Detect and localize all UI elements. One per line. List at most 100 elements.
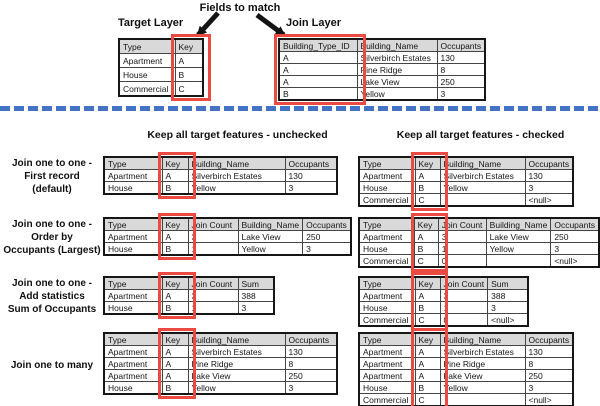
column-header-cell: Type: [103, 156, 163, 170]
table-row: House B 1 Yellow 3: [103, 242, 352, 256]
table-cell: Yellow: [187, 381, 286, 395]
table-cell: Yellow: [187, 181, 286, 195]
table-cell: Lake View: [485, 230, 552, 243]
table-cell: C: [413, 254, 439, 268]
column-header-cell: Occupants: [302, 217, 352, 231]
table-row: Commercial C <null>: [358, 393, 574, 406]
table-cell: Pine Ridge: [356, 63, 438, 76]
table-row: House B Yellow 3: [358, 381, 574, 394]
result-table-wrap: Type Key Join Count Sum Apartment A 3 388 House B…: [103, 272, 275, 319]
column-header-cell: Key: [161, 332, 189, 346]
table-cell: C: [174, 81, 204, 97]
column-header-cell: Type: [358, 332, 416, 346]
table-header-row: Type Key Building_Name Occupants: [358, 332, 574, 346]
table-cell: A: [161, 289, 189, 302]
result-table-first-record-unchecked: Type Key Building_Name Occupants Apartment A S…: [103, 156, 338, 195]
label-line: Sum of Occupants: [7, 304, 97, 315]
table-row: Apartment A Pine Ridge 8: [358, 357, 574, 370]
target-layer-table-wrap: Type Key Apartment A House B Commercial C: [118, 34, 211, 101]
table-cell: 130: [524, 169, 574, 182]
column-header-cell: Occupants: [550, 217, 600, 231]
table-cell: House: [103, 242, 163, 256]
join-type-label-order-by: Join one to one - Order by Occupants (La…: [0, 218, 104, 257]
result-table-wrap: Type Key Join Count Building_Name Occupants A…: [358, 213, 600, 272]
table-row: House B Yellow 3: [103, 381, 338, 395]
table-row: House B: [118, 67, 204, 82]
label-line: (default): [32, 184, 72, 195]
column-header-cell: Join Count: [187, 217, 239, 231]
label-line: Join one to one -: [12, 278, 92, 289]
table-cell: Silverbirch Estates: [356, 51, 438, 64]
column-header-cell: Key: [414, 156, 441, 170]
table-row: House B 1 Yellow 3: [358, 242, 600, 255]
table-row: Apartment A Lake View 250: [103, 369, 338, 382]
table-cell: A: [161, 169, 189, 182]
column-header-cell: Type: [103, 276, 163, 290]
join-type-label-one-to-many: Join one to many: [0, 359, 104, 372]
table-cell: B: [161, 301, 189, 315]
table-cell: House: [358, 181, 416, 194]
table-cell: Apartment: [103, 289, 163, 302]
dashed-separator: [0, 106, 600, 111]
table-cell: Apartment: [358, 369, 416, 382]
join-type-label-first-record: Join one to one - First record (default): [0, 157, 104, 196]
table-cell: B: [161, 381, 189, 395]
column-header-cell: Type: [358, 156, 416, 170]
column-header-cell: Join Count: [187, 276, 239, 290]
column-header-cell: Type: [358, 276, 416, 290]
table-cell: 1: [187, 242, 239, 256]
table-row: A Pine Ridge 8: [278, 63, 486, 76]
table-cell: Commercial: [358, 254, 415, 268]
table-cell: 3: [302, 242, 352, 256]
table-row: B Yellow 3: [278, 87, 486, 101]
match-arrow-right-icon: [255, 12, 286, 38]
column-header-cell: Building_Type_ID: [278, 38, 358, 52]
table-cell: House: [358, 242, 415, 255]
column-header-cell: Type: [358, 217, 415, 231]
target-layer-table: Type Key Apartment A House B Commercial C: [118, 38, 204, 97]
table-row: Commercial C 0 <null>: [358, 313, 529, 327]
result-table-wrap: Type Key Building_Name Occupants Apartment A S…: [103, 152, 338, 199]
table-cell: Lake View: [187, 369, 286, 382]
column-header-cell: Key: [161, 156, 189, 170]
table-cell: 3: [284, 381, 338, 395]
table-cell: 8: [524, 357, 574, 370]
label-line: Join one to one -: [12, 219, 92, 230]
table-row: Apartment A: [118, 53, 204, 68]
table-header-row: Type Key Building_Name Occupants: [103, 332, 338, 346]
table-cell: Apartment: [103, 369, 163, 382]
table-cell: A: [414, 357, 441, 370]
table-cell: 1: [187, 301, 239, 315]
table-cell: Yellow: [439, 381, 526, 394]
table-cell: Commercial: [118, 81, 176, 97]
table-cell: A: [414, 169, 441, 182]
table-cell: [439, 393, 526, 406]
fields-to-match-label: Fields to match: [199, 2, 281, 14]
column-header-cell: Key: [414, 276, 441, 290]
table-cell: 3: [237, 301, 275, 315]
table-cell: Pine Ridge: [187, 357, 286, 370]
table-row: Apartment A Silverbirch Estates 130: [103, 345, 338, 358]
table-cell: Silverbirch Estates: [439, 345, 526, 358]
table-cell: A: [161, 357, 189, 370]
result-table-wrap: Type Key Building_Name Occupants Apartment A S…: [358, 152, 575, 211]
column-header-cell: Key: [161, 276, 189, 290]
label-line: Join one to one -: [12, 158, 92, 169]
table-cell: Apartment: [358, 289, 416, 302]
table-row: House B Yellow 3: [358, 181, 574, 194]
table-cell: A: [414, 369, 441, 382]
table-cell: 0: [439, 313, 489, 327]
table-row: House B 1 3: [358, 301, 529, 314]
column-header-cell: Key: [174, 38, 204, 54]
table-row: Apartment A Silverbirch Estates 130: [103, 169, 338, 182]
table-cell: 3: [187, 230, 239, 243]
result-table-order-by-checked: Type Key Join Count Building_Name Occupants A…: [358, 217, 600, 268]
table-cell: 0: [437, 254, 487, 268]
table-cell: Lake View: [237, 230, 304, 243]
result-table-one-to-many-unchecked: Type Key Building_Name Occupants Apartment A S…: [103, 332, 338, 395]
label-line: Occupants (Largest): [3, 245, 101, 256]
table-cell: <null>: [487, 313, 529, 327]
table-cell: Apartment: [103, 345, 163, 358]
join-layer-table: Building_Type_ID Building_Name Occupants A S…: [278, 38, 487, 101]
